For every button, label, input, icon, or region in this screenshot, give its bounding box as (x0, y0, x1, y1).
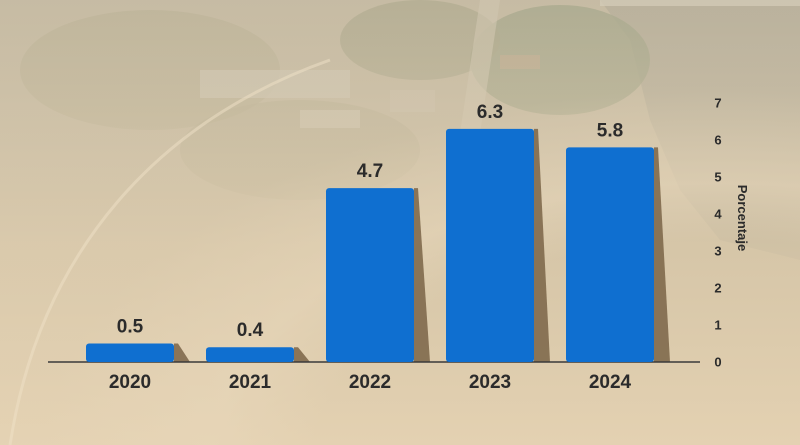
bar-value-label-2021: 0.4 (237, 320, 264, 341)
bar-2021 (206, 347, 294, 362)
bar-shadow-2021 (294, 347, 310, 362)
bar-2020 (86, 343, 174, 362)
x-tick-label-2023: 2023 (469, 372, 511, 393)
y-tick-label-3: 3 (714, 244, 721, 259)
x-tick-label-2024: 2024 (589, 372, 632, 393)
x-tick-label-2020: 2020 (109, 372, 151, 393)
y-tick-label-2: 2 (714, 281, 721, 296)
x-tick-label-2021: 2021 (229, 372, 272, 393)
bar-shadow-2024 (654, 147, 670, 362)
x-tick-label-2022: 2022 (349, 372, 391, 393)
bar-shadow-2022 (414, 188, 430, 362)
bar-value-label-2024: 5.8 (597, 120, 623, 141)
y-tick-label-4: 4 (714, 207, 722, 222)
bar-shadows (174, 128, 670, 362)
y-tick-label-5: 5 (714, 170, 721, 185)
bar-shadow-2020 (174, 343, 190, 362)
bar-2023 (446, 128, 534, 362)
bar-value-labels: 0.5 0.4 4.7 6.3 5.8 (117, 102, 623, 341)
y-tick-label-6: 6 (714, 133, 721, 148)
y-tick-label-1: 1 (714, 318, 721, 333)
bar-2024 (566, 147, 654, 362)
y-tick-label-7: 7 (714, 96, 721, 111)
bar-value-label-2020: 0.5 (117, 317, 144, 338)
y-tick-labels: 0 1 2 3 4 5 6 7 (714, 96, 722, 370)
bars (86, 128, 654, 362)
bar-value-label-2023: 6.3 (477, 102, 503, 123)
y-tick-label-0: 0 (714, 355, 721, 370)
bar-shadow-2023 (534, 128, 550, 362)
bar-value-label-2022: 4.7 (357, 161, 383, 182)
bar-2022 (326, 188, 414, 362)
y-axis-title: Porcentaje (735, 185, 750, 251)
x-tick-labels: 2020 2021 2022 2023 2024 (109, 372, 632, 393)
